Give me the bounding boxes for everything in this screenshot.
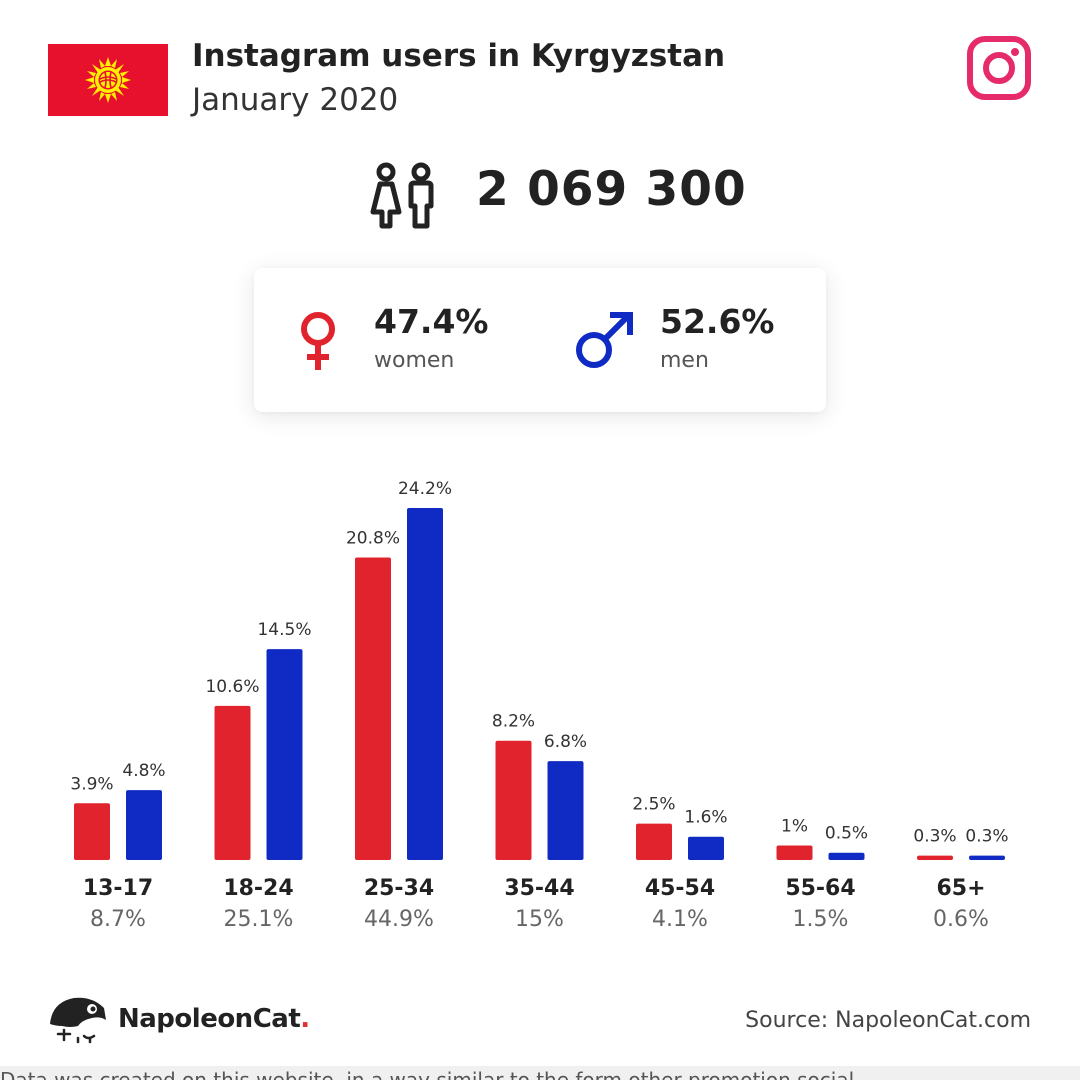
bar-women-45-54 — [636, 823, 672, 860]
bar-men-35-44 — [547, 761, 584, 860]
bar-value-label-women-13-17: 3.9% — [70, 774, 113, 794]
kyrgyzstan-flag-icon — [48, 44, 168, 116]
bar-women-55-64 — [776, 845, 813, 860]
instagram-icon — [967, 36, 1031, 100]
age-group-13-17: 13-17 8.7% — [48, 876, 188, 932]
bar-value-label-men-25-34: 24.2% — [398, 479, 452, 499]
men-label: men — [660, 348, 709, 373]
bar-value-label-women-65+: 0.3% — [913, 827, 956, 847]
age-group-name: 25-34 — [363, 876, 435, 901]
bar-men-25-34 — [407, 508, 443, 860]
women-percentage: 47.4% — [374, 302, 489, 341]
age-group-55-64: 55-64 1.5% — [751, 876, 891, 932]
bottom-text: Data was created on this website, in a w… — [0, 1068, 855, 1080]
age-group-total: 4.1% — [652, 907, 708, 932]
age-group-18-24: 18-24 25.1% — [189, 876, 329, 932]
bar-value-label-men-55-64: 0.5% — [825, 824, 868, 844]
bar-women-18-24 — [214, 705, 251, 860]
brand-dot: . — [300, 1004, 310, 1034]
age-group-total: 44.9% — [364, 907, 434, 932]
age-group-name: 45-54 — [644, 876, 716, 901]
bar-men-13-17 — [126, 790, 162, 860]
male-icon — [576, 312, 633, 368]
bar-value-label-men-35-44: 6.8% — [544, 732, 587, 752]
page-subtitle: January 2020 — [192, 82, 399, 118]
gender-card — [254, 268, 826, 412]
age-group-35-44: 35-44 15% — [470, 876, 610, 932]
age-group-name: 65+ — [936, 876, 986, 901]
bar-value-label-women-55-64: 1% — [781, 816, 808, 836]
bar-value-label-men-13-17: 4.8% — [122, 761, 165, 781]
age-group-name: 35-44 — [504, 876, 575, 901]
bar-value-label-men-65+: 0.3% — [965, 827, 1008, 847]
bar-men-45-54 — [688, 836, 724, 860]
bar-women-13-17 — [74, 803, 110, 860]
age-group-25-34: 25-34 44.9% — [329, 876, 469, 932]
bar-women-35-44 — [495, 740, 532, 860]
brand-name: NapoleonCat. — [118, 1004, 310, 1034]
bar-value-label-women-45-54: 2.5% — [632, 795, 675, 815]
age-group-45-54: 45-54 4.1% — [610, 876, 750, 932]
bar-men-18-24 — [266, 649, 303, 860]
bar-value-label-women-18-24: 10.6% — [205, 677, 259, 697]
age-bar-chart: 3.9% 4.8% 10.6% 14.5% 20.8% 24.2% 8.2% 6.8% 2.5%… — [70, 479, 1009, 860]
bar-women-65+ — [917, 855, 953, 860]
bar-value-label-men-45-54: 1.6% — [684, 808, 727, 828]
age-group-total: 1.5% — [792, 907, 849, 932]
brand-name-text: NapoleonCat — [118, 1004, 301, 1034]
page-title: Instagram users in Kyrgyzstan — [192, 38, 726, 74]
bar-women-25-34 — [355, 557, 391, 860]
women-label: women — [374, 348, 455, 373]
age-group-total: 25.1% — [223, 907, 294, 932]
source-text: Source: NapoleonCat.com — [745, 1008, 1031, 1033]
bar-men-65+ — [969, 855, 1005, 860]
age-group-total: 8.7% — [90, 907, 146, 932]
female-icon — [301, 312, 335, 370]
age-group-name: 18-24 — [223, 876, 294, 901]
age-group-name: 55-64 — [785, 876, 856, 901]
bar-value-label-men-18-24: 14.5% — [257, 620, 311, 640]
bottom-strip: Data was created on this website, in a w… — [0, 1066, 1080, 1080]
bar-men-55-64 — [828, 852, 865, 860]
users-icon — [370, 162, 434, 229]
age-group-total: 15% — [515, 907, 564, 932]
napoleoncat-logo-icon — [50, 997, 106, 1044]
age-group-65+: 65+ 0.6% — [891, 876, 1031, 932]
bar-value-label-women-35-44: 8.2% — [492, 712, 535, 732]
age-group-name: 13-17 — [82, 876, 154, 901]
bar-value-label-women-25-34: 20.8% — [346, 528, 400, 548]
age-group-total: 0.6% — [933, 907, 989, 932]
men-percentage: 52.6% — [660, 302, 775, 341]
total-users-value: 2 069 300 — [476, 162, 747, 217]
